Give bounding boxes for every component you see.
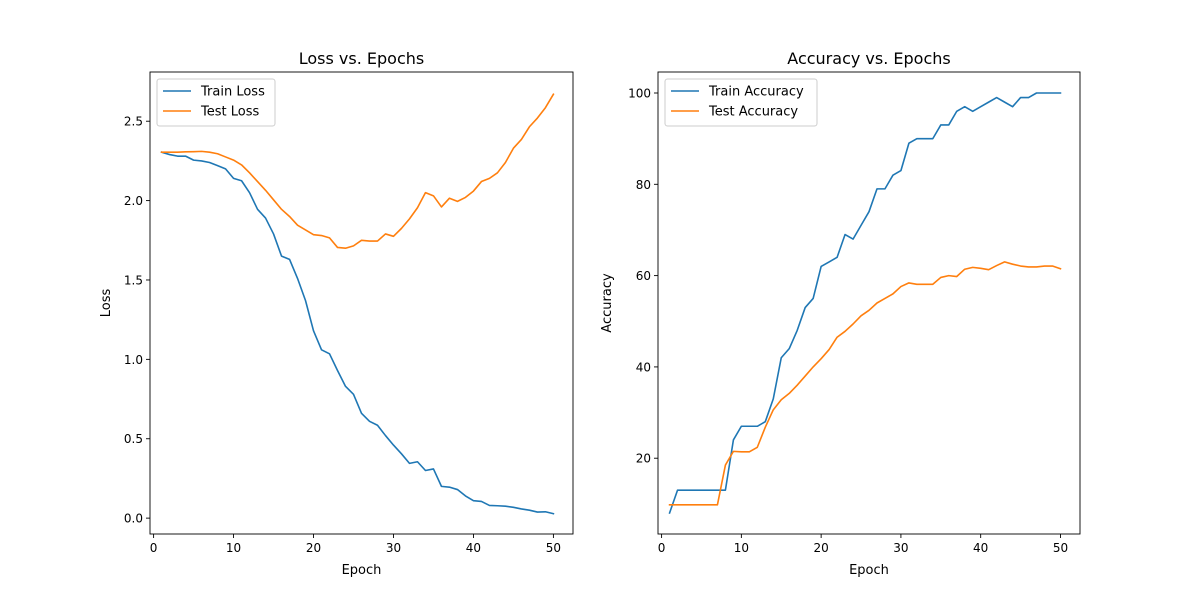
accuracy-chart-ytick-label: 20 [636,452,651,466]
accuracy-chart-ylabel: Accuracy [600,273,615,333]
accuracy-chart-legend [664,78,818,127]
accuracy-chart-series-test-accuracy [668,261,1062,506]
loss-chart-ytick-label: 0.5 [124,432,143,446]
loss-chart-ytick-label: 2.5 [124,115,143,129]
accuracy-chart-legend-label-test-accuracy: Test Accuracy [708,105,798,120]
accuracy-chart-axes-frame [657,71,1081,535]
loss-chart-title: Loss vs. Epochs [299,49,424,68]
loss-chart-legend-label-train-loss: Train Loss [200,85,265,100]
loss-chart-xtick-label: 10 [226,541,241,555]
loss-chart-series-train-loss [160,151,555,515]
accuracy-chart-xtick-label: 30 [893,541,908,555]
loss-chart-xtick-label: 20 [306,541,321,555]
accuracy-chart-legend-label-train-accuracy: Train Accuracy [708,85,804,100]
loss-chart-legend-label-test-loss: Test Loss [200,105,259,120]
loss-chart-ytick-label: 1.0 [124,353,143,367]
accuracy-chart-title: Accuracy vs. Epochs [787,49,950,68]
accuracy-chart-ytick-label: 40 [636,360,651,374]
accuracy-chart-ytick-label: 80 [636,178,651,192]
loss-chart-ytick-label: 1.5 [124,273,143,287]
loss-chart-xtick-label: 0 [150,541,158,555]
accuracy-chart: Accuracy vs. Epochs Epoch Accuracy 0 10 20… [600,49,1081,578]
loss-chart-ytick-label: 0.0 [124,512,143,526]
loss-chart-xtick-label: 50 [546,541,561,555]
loss-chart: Loss vs. Epochs Epoch Loss 0 10 20 30 40 50 0.… [99,49,574,578]
accuracy-chart-xtick-label: 40 [973,541,988,555]
accuracy-chart-xtick-label: 50 [1053,541,1068,555]
loss-chart-ytick-label: 2.0 [124,194,143,208]
accuracy-chart-series-train-accuracy [668,92,1062,515]
loss-chart-xtick-label: 30 [386,541,401,555]
loss-chart-xlabel: Epoch [342,563,382,578]
loss-chart-axes-frame [149,71,574,535]
accuracy-chart-xtick-label: 0 [658,541,666,555]
accuracy-chart-xtick-label: 10 [734,541,749,555]
loss-chart-xtick-label: 40 [466,541,481,555]
loss-chart-ylabel: Loss [99,289,114,318]
accuracy-chart-xtick-label: 20 [813,541,828,555]
loss-chart-series-test-loss [160,93,555,250]
accuracy-chart-ytick-label: 60 [636,269,651,283]
accuracy-chart-ytick-label: 100 [628,87,651,101]
accuracy-chart-xlabel: Epoch [849,563,889,578]
